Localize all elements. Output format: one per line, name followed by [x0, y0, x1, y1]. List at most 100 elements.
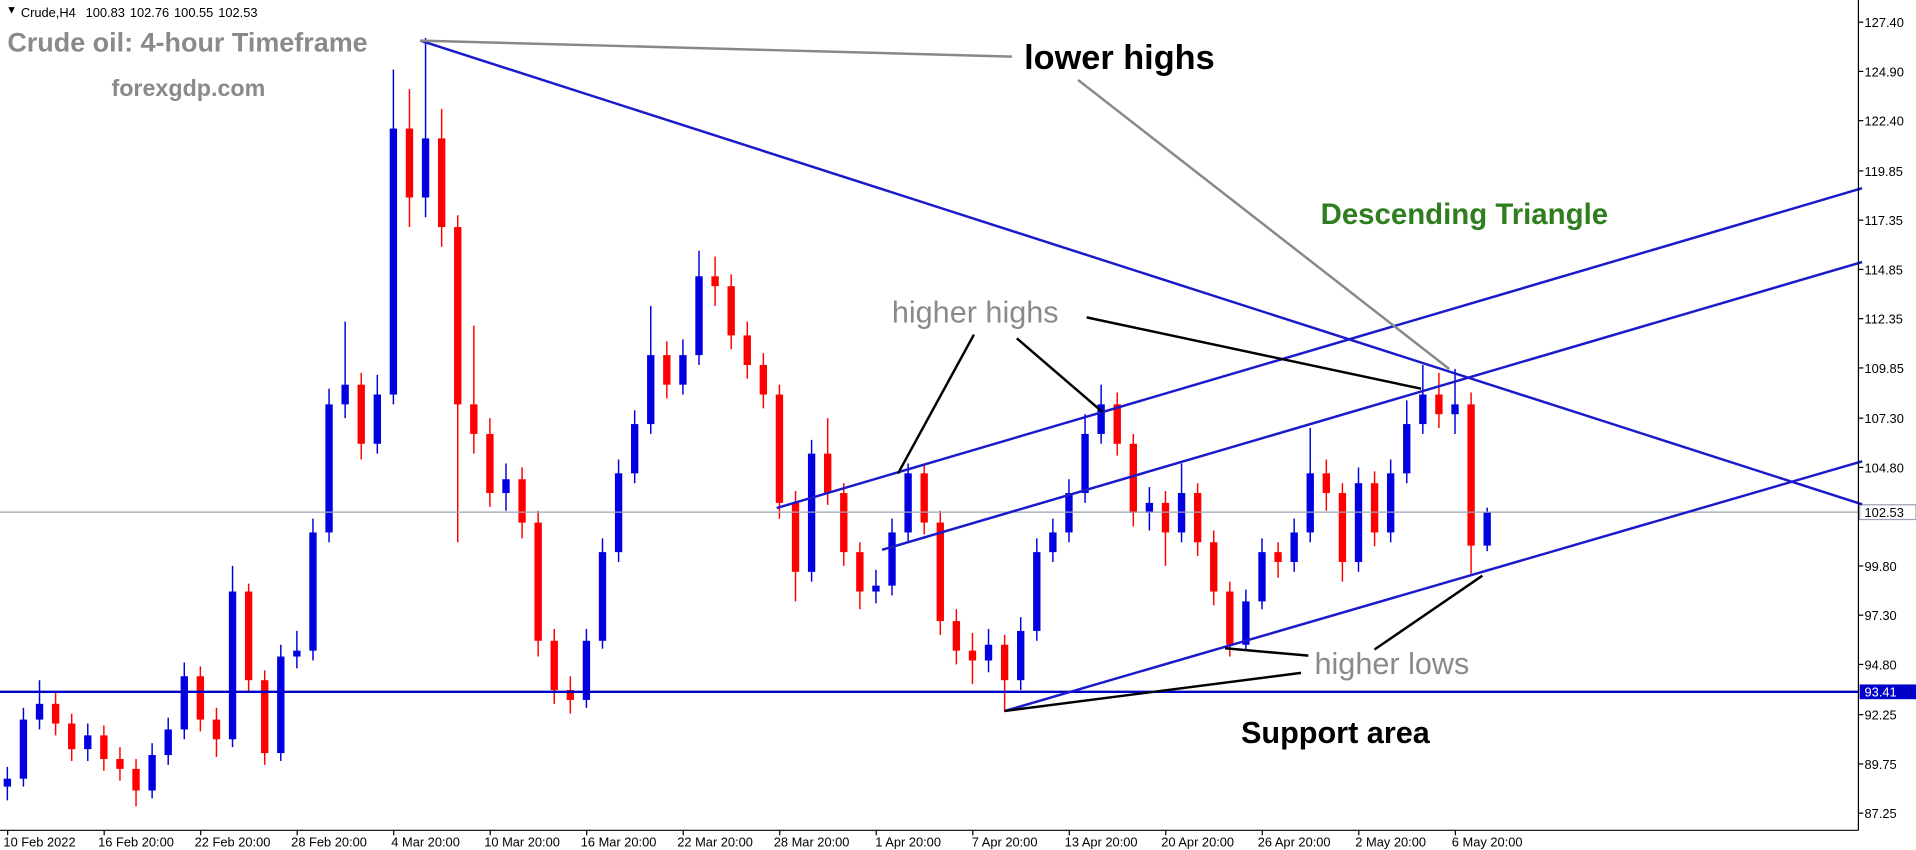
pointer-line	[1016, 337, 1104, 414]
candle-body	[534, 522, 542, 641]
header-close: 102.53	[218, 5, 257, 20]
candle-body	[1435, 394, 1443, 415]
candle-body	[743, 335, 751, 365]
y-tick-label: 112.35	[1865, 312, 1903, 327]
x-tick-label: 26 Apr 20:00	[1258, 834, 1331, 849]
candle-body	[1258, 552, 1266, 602]
candle-body	[1242, 601, 1250, 645]
candle-body	[1338, 493, 1347, 562]
y-tick-label: 89.75	[1865, 757, 1897, 772]
candle-body	[309, 532, 317, 651]
candle-body	[904, 473, 912, 533]
candle-body	[1193, 493, 1202, 543]
annotation: Support area	[1241, 715, 1431, 750]
candle-body	[598, 552, 607, 641]
lower-channel	[1004, 460, 1863, 713]
x-tick-label: 28 Feb 20:00	[291, 834, 367, 849]
x-tick-label: 16 Mar 20:00	[581, 834, 657, 849]
y-tick-label: 97.30	[1865, 608, 1897, 623]
header-open: 100.83	[86, 5, 125, 20]
candle-body	[1145, 502, 1154, 513]
y-tick-label: 104.80	[1865, 460, 1904, 475]
candle-body	[421, 138, 430, 198]
pointer-line	[1086, 316, 1422, 390]
candle-body	[486, 433, 494, 494]
candle-body	[1161, 502, 1170, 533]
candle-body	[373, 394, 381, 444]
x-tick-label: 22 Feb 20:00	[195, 834, 271, 849]
annotation: higher highs	[892, 294, 1059, 329]
candle-body	[19, 719, 28, 779]
candle-body	[888, 532, 896, 586]
annotation: forexgdp.com	[111, 75, 265, 101]
x-tick-label: 7 Apr 20:00	[972, 834, 1038, 849]
candle-body	[936, 522, 944, 622]
candle-body	[566, 690, 575, 700]
x-tick-label: 16 Feb 20:00	[98, 834, 174, 849]
pointer-line	[1004, 671, 1302, 713]
pointer-line	[420, 39, 1012, 58]
candle-body	[872, 585, 880, 592]
candle-body	[1033, 552, 1041, 631]
candle-body	[1370, 483, 1379, 533]
annotation: Descending Triangle	[1321, 198, 1608, 231]
y-tick-label: 119.85	[1865, 164, 1903, 179]
candle-body	[679, 355, 687, 385]
y-tick-label: 99.80	[1865, 559, 1897, 574]
candle-body	[1306, 473, 1314, 533]
y-tick-label: 94.80	[1865, 657, 1897, 672]
candle-body	[84, 735, 92, 750]
candle-body	[470, 404, 478, 434]
candle-body	[952, 621, 961, 651]
y-tick-label: 124.90	[1865, 64, 1904, 79]
candle-body	[1274, 552, 1282, 562]
middle-channel	[881, 260, 1863, 552]
candle-body	[1386, 473, 1395, 533]
candle-body	[775, 394, 784, 503]
symbol: Crude,H4	[21, 5, 76, 20]
bid-label: 102.53	[1865, 505, 1904, 520]
candle-body	[1451, 404, 1459, 415]
x-tick-label: 22 Mar 20:00	[677, 834, 753, 849]
candle-body	[824, 453, 832, 494]
candle-body	[1322, 473, 1331, 494]
candle-body	[454, 227, 462, 405]
plot: 127.40 124.90 122.40 119.85 117.35 114.85 112.…	[0, 15, 1916, 849]
candle-body	[1403, 424, 1411, 474]
support-label-box	[1859, 684, 1916, 700]
y-tick-label: 114.85	[1865, 262, 1903, 277]
header-low: 100.55	[174, 5, 213, 20]
candle-body	[341, 384, 349, 405]
pointer-line	[1077, 78, 1451, 371]
x-tick-label: 1 Apr 20:00	[875, 834, 941, 849]
candle-body	[35, 703, 44, 720]
candle-body	[293, 650, 301, 657]
candle-body	[1290, 532, 1298, 562]
candle-body	[212, 719, 221, 740]
x-tick-label: 13 Apr 20:00	[1065, 834, 1138, 849]
candle-body	[180, 676, 188, 730]
candle-body	[1210, 542, 1218, 592]
candle-body	[116, 758, 124, 769]
x-tick-label: 10 Feb 2022	[3, 834, 75, 849]
candle-body	[196, 676, 205, 720]
y-tick-label: 87.25	[1865, 806, 1897, 821]
header: Crude,H4 100.83 102.76 100.55 102.53	[21, 5, 258, 20]
candle-body	[1113, 404, 1121, 444]
candle-body	[405, 128, 414, 198]
x-tick-label: 2 May 20:00	[1355, 834, 1426, 849]
candle-body	[3, 778, 12, 787]
candle-body	[1226, 591, 1234, 645]
candle-body	[1354, 483, 1363, 562]
candle-body	[148, 755, 156, 791]
y-tick-label: 107.30	[1865, 411, 1904, 426]
candle-body	[695, 276, 703, 356]
candle-body	[759, 364, 768, 395]
header-arrow: ▼	[6, 5, 17, 17]
candle-body	[984, 644, 993, 661]
x-tick-label: 28 Mar 20:00	[774, 834, 850, 849]
pointer-line	[1373, 574, 1484, 651]
